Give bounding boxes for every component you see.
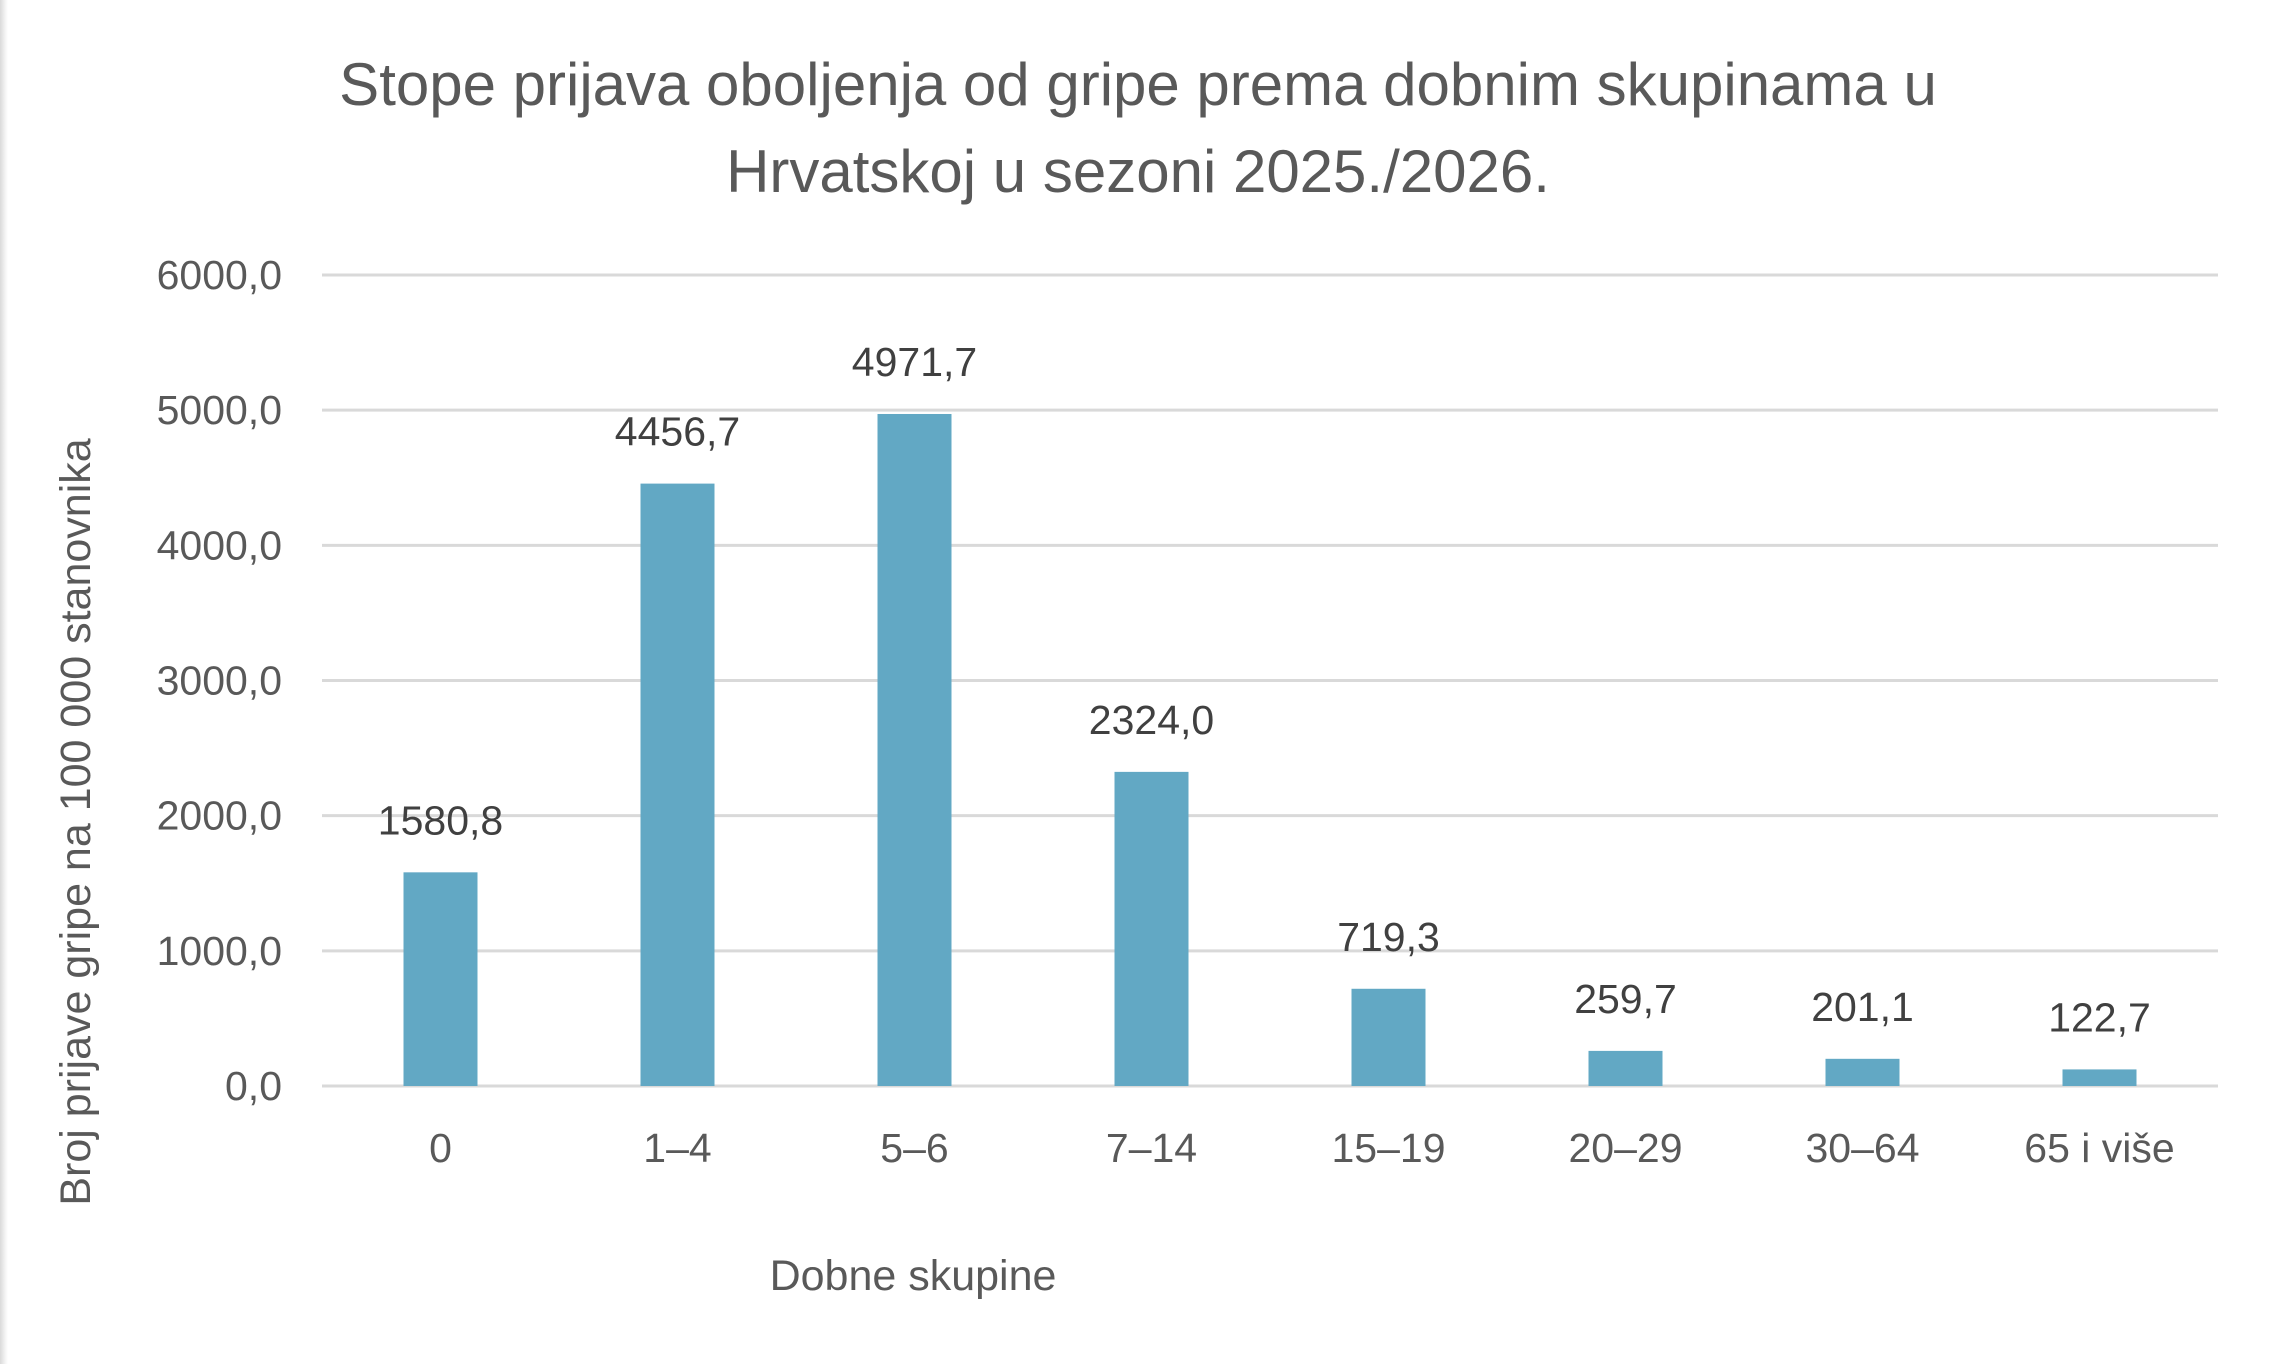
x-tick-label: 20–29 xyxy=(1568,1125,1682,1171)
x-tick-label: 30–64 xyxy=(1805,1125,1919,1171)
bar xyxy=(2062,1069,2137,1086)
x-tick-label: 7–14 xyxy=(1106,1125,1197,1171)
chart-title-line-1: Stope prijava oboljenja od gripe prema d… xyxy=(339,51,1937,118)
bar xyxy=(1114,771,1189,1086)
data-label: 4971,7 xyxy=(852,339,977,385)
x-axis-title: Dobne skupine xyxy=(770,1252,1057,1300)
data-label: 122,7 xyxy=(2048,994,2151,1040)
bar xyxy=(403,872,478,1086)
bar xyxy=(877,413,952,1086)
bar xyxy=(1825,1058,1900,1086)
y-tick-label: 4000,0 xyxy=(157,522,282,568)
data-label: 719,3 xyxy=(1337,914,1440,960)
bar xyxy=(1351,988,1426,1086)
y-tick-label: 3000,0 xyxy=(157,658,282,704)
x-tick-label: 15–19 xyxy=(1331,1125,1445,1171)
data-label: 1580,8 xyxy=(378,797,503,843)
data-labels: 1580,8 4456,7 4971,7 2324,0 719,3 259,7 201,1 1… xyxy=(378,339,2151,1040)
gridlines xyxy=(322,273,2218,1088)
chart-title-line-2: Hrvatskoj u sezoni 2025./2026. xyxy=(726,138,1550,205)
x-tick-label: 0 xyxy=(429,1125,452,1171)
bars xyxy=(403,413,2137,1086)
x-axis-categories: 0 1–4 5–6 7–14 15–19 20–29 30–64 65 i više xyxy=(429,1125,2175,1171)
x-tick-label: 65 i više xyxy=(2024,1125,2174,1171)
y-axis-title: Broj prijave gripe na 100 000 stanovnika xyxy=(52,438,100,1205)
x-tick-label: 1–4 xyxy=(643,1125,711,1171)
x-tick-label: 5–6 xyxy=(880,1125,948,1171)
data-label: 2324,0 xyxy=(1089,697,1214,743)
data-label: 259,7 xyxy=(1574,976,1677,1022)
bar xyxy=(640,483,715,1086)
y-tick-label: 5000,0 xyxy=(157,387,282,433)
y-tick-label: 6000,0 xyxy=(157,252,282,298)
y-tick-label: 2000,0 xyxy=(157,793,282,839)
bar xyxy=(1588,1050,1663,1086)
y-tick-label: 1000,0 xyxy=(157,928,282,974)
y-axis-ticks: 0,0 1000,0 2000,0 3000,0 4000,0 5000,0 6000,0 xyxy=(157,252,282,1109)
left-edge-shadow xyxy=(0,0,8,1364)
y-tick-label: 0,0 xyxy=(225,1063,282,1109)
data-label: 201,1 xyxy=(1811,984,1914,1030)
data-label: 4456,7 xyxy=(615,409,740,455)
